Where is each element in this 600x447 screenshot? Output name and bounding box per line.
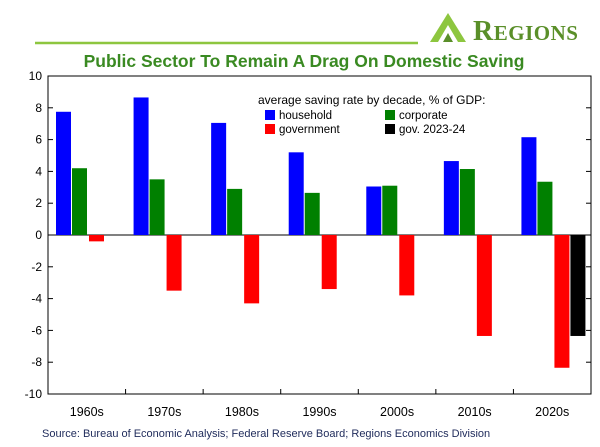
- bar-government-2020s: [554, 235, 570, 368]
- bar-corporate-1980s: [227, 188, 243, 235]
- legend: average saving rate by decade, % of GDP:…: [258, 93, 485, 136]
- source-note: Source: Bureau of Economic Analysis; Fed…: [42, 428, 490, 440]
- bar-gov-2023-24-2020s: [570, 235, 586, 336]
- y-tick-label: -10: [25, 387, 43, 401]
- regions-logo: REGIONS: [430, 13, 578, 47]
- bar-corporate-1970s: [149, 179, 165, 235]
- bar-government-1990s: [321, 235, 337, 290]
- x-tick-label: 2000s: [380, 405, 414, 419]
- y-tick-label: 10: [29, 69, 43, 83]
- x-tick-label: 1960s: [70, 405, 104, 419]
- bar-government-1980s: [244, 235, 260, 304]
- x-tick-label: 1990s: [302, 405, 336, 419]
- legend-swatch-3: [385, 124, 395, 134]
- x-axis: 1960s 1970s 1980s 1990s 2000s 2010s 2020s: [70, 389, 569, 419]
- bar-household-2020s: [521, 137, 537, 235]
- legend-label-2: government: [279, 124, 341, 136]
- y-tick-label: 2: [35, 196, 42, 210]
- bar-corporate-2010s: [459, 169, 475, 235]
- bar-government-2010s: [476, 235, 492, 336]
- y-tick-label: 6: [35, 133, 42, 147]
- legend-label-0: household: [279, 110, 332, 122]
- legend-title: average saving rate by decade, % of GDP:: [258, 93, 485, 107]
- bar-household-1980s: [211, 122, 227, 235]
- regions-logo-text: REGIONS: [473, 16, 578, 47]
- bar-government-1970s: [166, 235, 182, 291]
- bars: [56, 97, 586, 368]
- bar-corporate-1960s: [72, 168, 87, 235]
- chart-title: Public Sector To Remain A Drag On Domest…: [84, 51, 525, 71]
- x-tick-label: 1980s: [225, 405, 259, 419]
- y-tick-label: -2: [31, 260, 42, 274]
- legend-swatch-1: [385, 110, 395, 120]
- bar-household-1990s: [288, 152, 304, 235]
- y-tick-label: 8: [35, 101, 42, 115]
- regions-leaf-icon: [430, 13, 466, 42]
- legend-label-1: corporate: [399, 110, 448, 122]
- bar-corporate-2020s: [537, 181, 553, 235]
- y-tick-label: -4: [31, 292, 42, 306]
- legend-swatch-2: [265, 124, 275, 134]
- y-tick-label: 0: [35, 228, 42, 242]
- y-tick-label: 4: [35, 164, 42, 178]
- bar-corporate-1990s: [304, 192, 320, 235]
- legend-label-3: gov. 2023-24: [399, 124, 466, 136]
- bar-household-1960s: [56, 111, 71, 235]
- x-tick-label: 1970s: [147, 405, 181, 419]
- y-tick-label: -6: [31, 323, 42, 337]
- bar-household-2000s: [366, 186, 382, 235]
- x-tick-label: 2010s: [458, 405, 492, 419]
- bar-government-2000s: [399, 235, 415, 296]
- bar-household-2010s: [443, 161, 459, 235]
- bar-household-1970s: [133, 97, 149, 235]
- bar-corporate-2000s: [382, 185, 398, 235]
- y-tick-label: -8: [31, 355, 42, 369]
- x-tick-label: 2020s: [535, 405, 569, 419]
- bar-government-1960s: [89, 235, 104, 242]
- legend-swatch-0: [265, 110, 275, 120]
